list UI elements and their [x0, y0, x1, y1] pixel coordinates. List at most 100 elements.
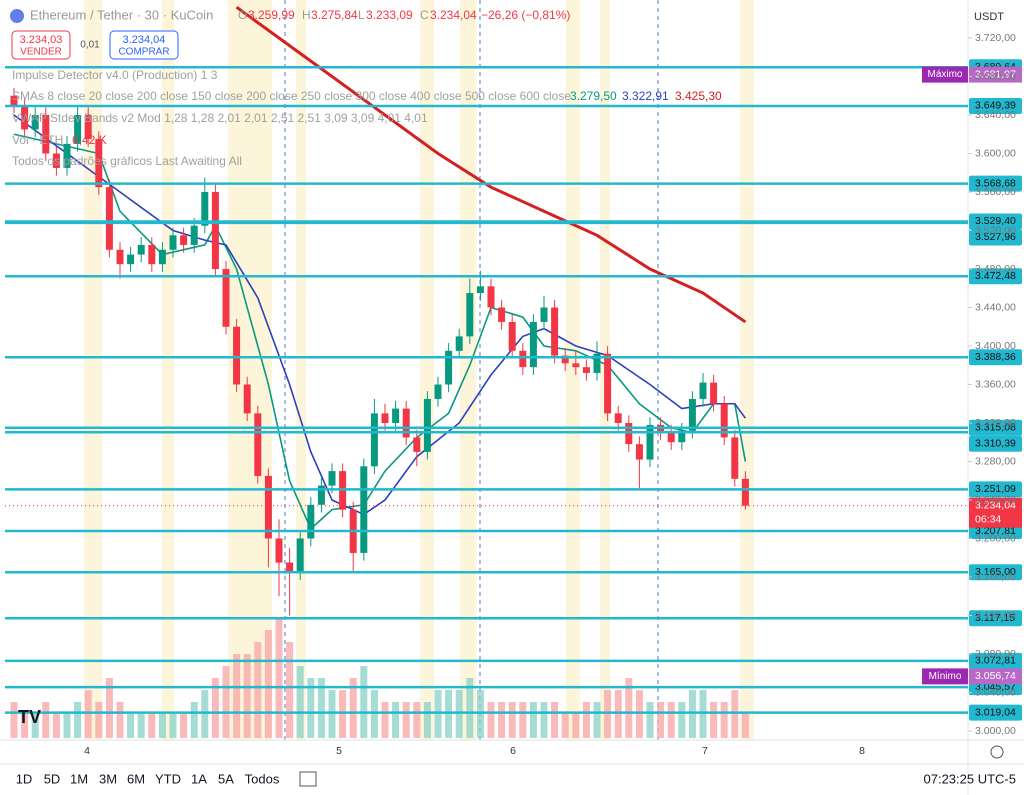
- buy-button[interactable]: [109, 30, 179, 60]
- candle-body: [529, 321, 537, 368]
- volume-bar: [445, 690, 453, 738]
- volume-bar: [434, 690, 442, 738]
- indicator-value: 3.322,91: [622, 89, 669, 103]
- currency[interactable]: USDT: [974, 11, 1004, 23]
- y-tick-label: 3.200,00: [975, 532, 1016, 544]
- clock[interactable]: 07:23:25 UTC-5: [924, 771, 1017, 786]
- sell-label: VENDER: [20, 47, 62, 58]
- range-button[interactable]: 3M: [99, 771, 117, 786]
- candle-body: [42, 115, 50, 154]
- price-label: 3.568,68: [975, 177, 1016, 189]
- volume-bar: [105, 678, 113, 738]
- candle-body: [551, 307, 559, 356]
- price-label-box: [969, 213, 1022, 230]
- range-button[interactable]: 1M: [70, 771, 88, 786]
- volume-bar: [604, 690, 612, 738]
- indicator-value: 6,42 K: [72, 133, 107, 147]
- candle-body: [243, 384, 251, 414]
- buy-label: COMPRAR: [118, 47, 169, 58]
- indicator[interactable]: Impulse Detector v4.0 (Production) 1 3: [12, 68, 218, 82]
- candle-body: [317, 485, 325, 505]
- candle-body: [190, 225, 198, 245]
- indicator[interactable]: Vol · ETH: [12, 133, 63, 147]
- candle-body: [84, 115, 92, 140]
- price-label-box: [969, 97, 1022, 114]
- candle-body: [381, 413, 389, 423]
- y-tick-label: 3.640,00: [975, 109, 1016, 121]
- settings-icon[interactable]: [990, 745, 1004, 759]
- volume-bar: [678, 702, 686, 738]
- volume-bar: [233, 654, 241, 738]
- candle-body: [180, 235, 188, 245]
- candle-body: [476, 286, 484, 294]
- range-button[interactable]: 5D: [44, 771, 61, 786]
- volume-bar: [317, 678, 325, 738]
- range-button[interactable]: YTD: [155, 771, 181, 786]
- indicator[interactable]: Todos os padrões gráficos Last Awaiting …: [12, 154, 242, 168]
- volume-bar: [466, 678, 474, 738]
- candle-body: [402, 408, 410, 438]
- price-label: 3.529,40: [975, 215, 1016, 227]
- y-tick-label: 3.600,00: [975, 147, 1016, 159]
- volume-bar: [635, 690, 643, 738]
- range-button[interactable]: 1D: [16, 771, 33, 786]
- ohlc-value: 3.259,99: [248, 8, 295, 22]
- indicator[interactable]: VWAP Stdev Bands v2 Mod 1,28 1,28 2,01 2…: [12, 111, 428, 125]
- buy-price: 3.234,04: [123, 34, 166, 46]
- price-label: 3.472,48: [975, 270, 1016, 282]
- candle-body: [275, 538, 283, 563]
- candle-body: [699, 382, 707, 399]
- range-button[interactable]: 5A: [218, 771, 234, 786]
- volume-bar: [42, 702, 50, 738]
- volume-bar: [286, 642, 294, 738]
- candle-body: [169, 235, 177, 250]
- candle-body: [455, 336, 463, 351]
- candle-body: [498, 307, 506, 322]
- ohlc-value: 3.233,09: [366, 8, 413, 22]
- price-label-box: [969, 175, 1022, 192]
- volume-bar: [52, 714, 60, 738]
- volume-bar: [201, 690, 209, 738]
- volume-bar: [31, 714, 39, 738]
- candle-body: [264, 475, 272, 539]
- candle-body: [201, 192, 209, 226]
- price-label-box: [969, 268, 1022, 285]
- candle-body: [614, 413, 622, 423]
- range-button[interactable]: 6M: [127, 771, 145, 786]
- volume-bar: [137, 714, 145, 738]
- y-tick-label: 3.480,00: [975, 263, 1016, 275]
- candle-body: [423, 398, 431, 452]
- candle-body: [519, 350, 527, 368]
- indicator[interactable]: SMAs 8 close 20 close 200 close 150 clos…: [12, 89, 571, 103]
- volume-bar: [540, 702, 548, 738]
- candle-body: [392, 408, 400, 423]
- price-label-box: [969, 564, 1022, 581]
- candle-body: [10, 95, 18, 106]
- current-price: 3.234,04: [975, 500, 1016, 512]
- volume-bar: [625, 678, 633, 738]
- candle-body: [741, 478, 749, 506]
- candle-body: [731, 437, 739, 479]
- volume-bar: [370, 690, 378, 738]
- y-tick-label: 3.440,00: [975, 301, 1016, 313]
- price-label: 3.388,36: [975, 351, 1016, 363]
- ohlc-value: 3.275,84: [311, 8, 358, 22]
- x-tick-label: 8: [859, 745, 865, 757]
- volume-bar: [296, 666, 304, 738]
- volume-bar: [699, 690, 707, 738]
- price-label-box: [969, 481, 1022, 498]
- candle-body: [116, 249, 124, 265]
- price-label: 3.165,00: [975, 566, 1016, 578]
- candle-body: [688, 398, 696, 431]
- range-button[interactable]: 1A: [191, 771, 207, 786]
- volume-bar: [731, 690, 739, 738]
- range-button[interactable]: Todos: [245, 771, 280, 786]
- volume-bar: [349, 678, 357, 738]
- y-tick-label: 3.400,00: [975, 340, 1016, 352]
- price-label: 3.251,09: [975, 483, 1016, 495]
- maximum-value-box: [969, 66, 1022, 83]
- x-tick-label: 7: [702, 745, 708, 757]
- price-label-box: [969, 704, 1022, 721]
- date-range-icon[interactable]: [299, 771, 317, 787]
- sell-button[interactable]: [11, 30, 71, 60]
